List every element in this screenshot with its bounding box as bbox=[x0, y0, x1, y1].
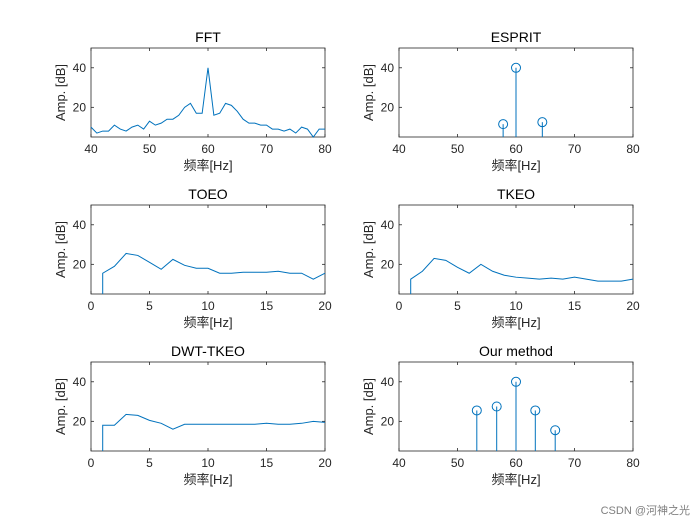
x-tick-label: 50 bbox=[143, 142, 157, 156]
x-tick-label: 40 bbox=[392, 142, 406, 156]
x-tick-label: 0 bbox=[88, 456, 95, 470]
stem-marker bbox=[511, 62, 521, 73]
x-tick-label: 70 bbox=[260, 142, 274, 156]
stem-marker bbox=[537, 117, 548, 128]
y-axis-label: Amp. [dB] bbox=[53, 64, 68, 121]
x-tick-label: 40 bbox=[84, 142, 98, 156]
x-tick-label: 5 bbox=[146, 299, 153, 313]
x-tick-label: 70 bbox=[568, 142, 582, 156]
x-tick-label: 15 bbox=[568, 299, 582, 313]
stem-marker bbox=[491, 401, 502, 412]
y-tick-label: 20 bbox=[73, 100, 87, 114]
subplot-our-method: 40 50 60 70 80 20 40 Our method 频率[Hz] Amp. [dB] bbox=[361, 343, 640, 487]
x-tick-label: 20 bbox=[626, 299, 640, 313]
x-tick-label: 5 bbox=[454, 299, 461, 313]
subplot-dwt-tkeo: 0 5 10 15 20 20 40 DWT-TKEO 频率[Hz] Amp. [dB] bbox=[53, 343, 332, 487]
y-tick-label: 40 bbox=[381, 61, 395, 75]
y-tick-label: 20 bbox=[381, 257, 395, 271]
series-line bbox=[102, 252, 326, 294]
x-tick-label: 10 bbox=[201, 456, 215, 470]
x-tick-label: 50 bbox=[451, 142, 465, 156]
subplot-toeo: 0 5 10 15 20 20 40 TOEO 频率[Hz] Amp. [dB] bbox=[53, 186, 332, 330]
x-tick-label: 70 bbox=[568, 456, 582, 470]
x-tick-label: 15 bbox=[260, 456, 274, 470]
x-tick-label: 80 bbox=[626, 142, 640, 156]
subplot-title: FFT bbox=[195, 29, 221, 45]
x-tick-label: 40 bbox=[392, 456, 406, 470]
stem-marker bbox=[550, 425, 561, 436]
y-axis-label: Amp. [dB] bbox=[53, 221, 68, 278]
subplot-title: DWT-TKEO bbox=[171, 343, 245, 359]
x-tick-label: 60 bbox=[509, 456, 523, 470]
x-tick-label: 10 bbox=[509, 299, 523, 313]
x-tick-label: 50 bbox=[451, 456, 465, 470]
y-axis-label: Amp. [dB] bbox=[361, 378, 376, 435]
y-tick-label: 20 bbox=[381, 414, 395, 428]
subplot-esprit: 40 50 60 70 80 20 40 ESPRIT 频率[Hz] Amp. [dB] bbox=[361, 29, 640, 173]
x-tick-label: 0 bbox=[88, 299, 95, 313]
watermark-text: CSDN @河神之光 bbox=[601, 503, 690, 517]
x-tick-label: 80 bbox=[626, 456, 640, 470]
x-axis-label: 频率[Hz] bbox=[491, 315, 540, 330]
axes-frame bbox=[90, 204, 326, 295]
subplot-tkeo: 0 5 10 15 20 20 40 TKEO 频率[Hz] Amp. [dB] bbox=[361, 186, 640, 330]
subplot-fft: 40 50 60 70 80 20 40 FFT 频率[Hz] Amp. [dB] bbox=[53, 29, 332, 173]
subplot-title: ESPRIT bbox=[491, 29, 542, 45]
x-tick-label: 0 bbox=[396, 299, 403, 313]
x-tick-label: 15 bbox=[260, 299, 274, 313]
x-tick-label: 20 bbox=[318, 456, 332, 470]
x-tick-label: 60 bbox=[201, 142, 215, 156]
x-axis-label: 频率[Hz] bbox=[491, 158, 540, 173]
stem-marker bbox=[471, 405, 482, 416]
stem-marker bbox=[498, 119, 509, 130]
y-axis-label: Amp. [dB] bbox=[53, 378, 68, 435]
y-tick-label: 40 bbox=[73, 218, 87, 232]
x-tick-label: 20 bbox=[318, 299, 332, 313]
axes-frame bbox=[90, 361, 326, 452]
series-line bbox=[410, 257, 634, 294]
stem-marker bbox=[530, 405, 541, 416]
y-tick-label: 20 bbox=[73, 257, 87, 271]
x-axis-label: 频率[Hz] bbox=[491, 472, 540, 487]
axes-frame bbox=[398, 204, 634, 295]
y-tick-label: 40 bbox=[381, 375, 395, 389]
y-tick-label: 20 bbox=[73, 414, 87, 428]
y-axis-label: Amp. [dB] bbox=[361, 221, 376, 278]
series-line bbox=[90, 67, 325, 138]
x-tick-label: 60 bbox=[509, 142, 523, 156]
y-tick-label: 40 bbox=[73, 375, 87, 389]
stem-marker bbox=[511, 376, 521, 387]
x-tick-label: 80 bbox=[318, 142, 332, 156]
x-axis-label: 频率[Hz] bbox=[183, 315, 232, 330]
x-tick-label: 10 bbox=[201, 299, 215, 313]
y-axis-label: Amp. [dB] bbox=[361, 64, 376, 121]
subplot-title: TKEO bbox=[497, 186, 535, 202]
series-line bbox=[102, 413, 326, 451]
x-tick-label: 5 bbox=[146, 456, 153, 470]
axes-frame bbox=[90, 47, 326, 138]
subplot-title: Our method bbox=[479, 343, 553, 359]
y-tick-label: 40 bbox=[73, 61, 87, 75]
x-axis-label: 频率[Hz] bbox=[183, 472, 232, 487]
y-tick-label: 40 bbox=[381, 218, 395, 232]
y-tick-label: 20 bbox=[381, 100, 395, 114]
x-axis-label: 频率[Hz] bbox=[183, 158, 232, 173]
subplot-title: TOEO bbox=[188, 186, 228, 202]
